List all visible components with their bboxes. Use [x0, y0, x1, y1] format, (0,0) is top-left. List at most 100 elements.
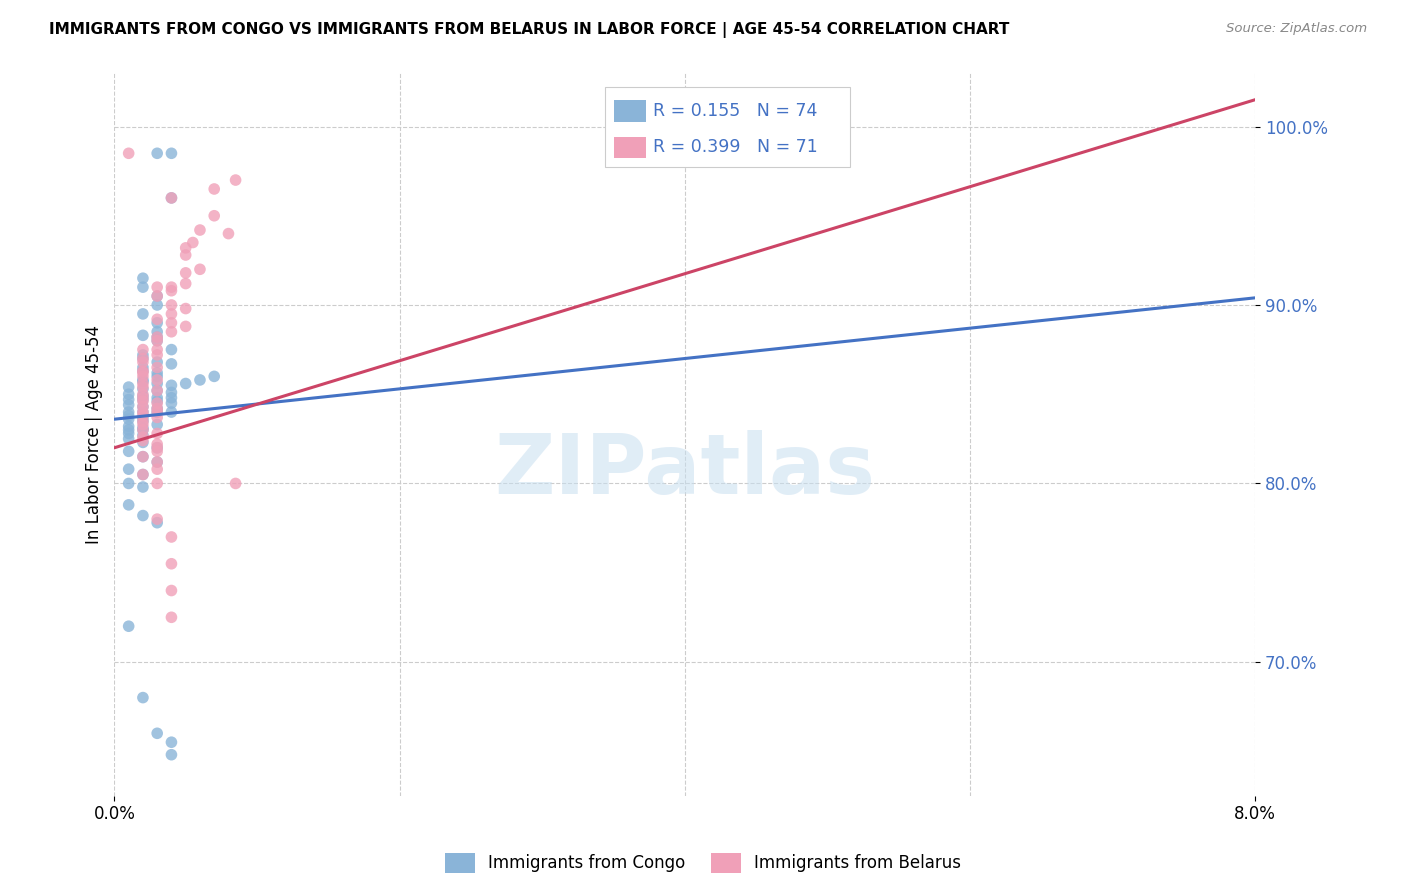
Point [132, 435, 155, 450]
Point [160, 385, 183, 400]
Bar [614, 101, 645, 122]
Point [174, 248, 197, 262]
Point [146, 280, 169, 294]
Point [132, 467, 155, 482]
Point [146, 417, 169, 432]
Point [132, 389, 155, 403]
Point [146, 512, 169, 526]
Point [188, 223, 211, 237]
Point [132, 375, 155, 389]
Point [174, 301, 197, 316]
Point [132, 351, 155, 366]
Point [160, 191, 183, 205]
Point [132, 400, 155, 414]
Point [118, 426, 141, 441]
Point [146, 355, 169, 369]
Point [132, 348, 155, 362]
Point [146, 391, 169, 405]
Point [160, 357, 183, 371]
Point [118, 444, 141, 458]
Point [160, 191, 183, 205]
Point [132, 392, 155, 407]
Point [132, 328, 155, 343]
Point [132, 382, 155, 396]
Point [132, 369, 155, 384]
Point [132, 364, 155, 378]
Text: IMMIGRANTS FROM CONGO VS IMMIGRANTS FROM BELARUS IN LABOR FORCE | AGE 45-54 CORR: IMMIGRANTS FROM CONGO VS IMMIGRANTS FROM… [49, 22, 1010, 38]
Point [146, 405, 169, 419]
Point [146, 334, 169, 348]
Point [132, 366, 155, 380]
Point [118, 619, 141, 633]
Point [146, 343, 169, 357]
Point [132, 450, 155, 464]
Point [146, 444, 169, 458]
Point [146, 516, 169, 530]
Point [160, 747, 183, 762]
Point [146, 441, 169, 455]
Point [160, 316, 183, 330]
Point [160, 391, 183, 405]
Point [118, 476, 141, 491]
Point [146, 455, 169, 469]
Point [146, 396, 169, 410]
Point [146, 455, 169, 469]
Text: R = 0.399   N = 71: R = 0.399 N = 71 [652, 137, 817, 156]
Point [202, 182, 225, 196]
Text: Source: ZipAtlas.com: Source: ZipAtlas.com [1226, 22, 1367, 36]
Point [132, 400, 155, 414]
Point [160, 280, 183, 294]
Point [118, 498, 141, 512]
Point [132, 343, 155, 357]
Point [132, 421, 155, 435]
Point [132, 410, 155, 425]
Point [132, 450, 155, 464]
Point [132, 380, 155, 394]
Point [146, 360, 169, 375]
Point [146, 334, 169, 348]
Point [118, 380, 141, 394]
Point [160, 298, 183, 312]
Point [160, 396, 183, 410]
Point [174, 266, 197, 280]
Point [188, 373, 211, 387]
Point [132, 307, 155, 321]
Point [132, 423, 155, 437]
Point [146, 401, 169, 416]
Point [146, 373, 169, 387]
Point [174, 241, 197, 255]
Point [202, 209, 225, 223]
Point [132, 423, 155, 437]
Point [181, 235, 204, 250]
Point [118, 387, 141, 401]
Point [146, 437, 169, 451]
Point [118, 405, 141, 419]
Point [146, 325, 169, 339]
Point [146, 348, 169, 362]
Point [132, 430, 155, 444]
Point [118, 392, 141, 407]
Point [118, 423, 141, 437]
Text: ZIPatlas: ZIPatlas [495, 430, 875, 511]
Point [132, 387, 155, 401]
Point [132, 434, 155, 448]
Point [132, 409, 155, 423]
Bar [614, 136, 645, 158]
Point [160, 307, 183, 321]
Point [160, 343, 183, 357]
Point [146, 426, 169, 441]
Point [132, 414, 155, 428]
Point [146, 384, 169, 398]
Point [132, 405, 155, 419]
Point [146, 441, 169, 455]
Point [118, 146, 141, 161]
Point [132, 355, 155, 369]
Point [217, 227, 239, 241]
Point [188, 262, 211, 277]
Point [118, 419, 141, 434]
Point [146, 376, 169, 391]
Point [146, 289, 169, 303]
Point [118, 412, 141, 426]
Point [146, 330, 169, 344]
Point [160, 325, 183, 339]
